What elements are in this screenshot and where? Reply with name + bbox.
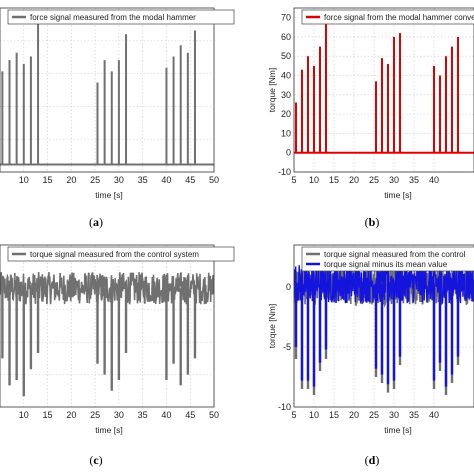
x-tick-label: 10 <box>309 175 319 185</box>
x-tick-label: 40 <box>161 410 171 420</box>
x-tick-label: 35 <box>138 175 148 185</box>
x-tick-label: 45 <box>185 175 195 185</box>
x-tick-label: 30 <box>114 175 124 185</box>
legend-box <box>301 9 474 25</box>
panel-caption: (a) <box>89 215 103 229</box>
y-axis-label: torque [Nm] <box>267 68 277 112</box>
series-1 <box>294 13 474 154</box>
series-group <box>0 272 214 397</box>
panel-a: 10 15 20 25 30 35 40 45 50 time [s] force signal m… <box>0 7 235 229</box>
noise-trace <box>0 272 214 305</box>
legend-label: torque signal minus its mean value <box>324 260 448 269</box>
caption-open: ( <box>89 453 93 467</box>
caption-letter: a <box>93 215 99 229</box>
x-tick-label: 5 <box>291 175 296 185</box>
y-tick-label: 10 <box>281 128 291 138</box>
y-tick-label: 40 <box>281 71 291 81</box>
x-tick-label: 35 <box>138 410 148 420</box>
panel-caption: (b) <box>365 215 380 229</box>
noise-trace <box>294 263 474 306</box>
legend-label: force signal from the modal hammer conve… <box>324 13 474 22</box>
caption-close: ) <box>375 215 379 229</box>
x-tick-label: 25 <box>90 175 100 185</box>
caption-close: ) <box>99 215 103 229</box>
legend-box <box>7 246 235 262</box>
caption-letter: c <box>93 453 99 467</box>
y-tick-label: 20 <box>281 109 291 119</box>
legend-box <box>301 246 474 272</box>
panel-b: 5 10 15 20 25 30 35 40 -10 0 10 20 30 40 50 60 70 time [s… <box>267 7 474 229</box>
y-tick-label: -10 <box>278 167 291 177</box>
x-tick-label: 15 <box>329 410 339 420</box>
x-tick-label: 10 <box>19 175 29 185</box>
x-tick-label: 15 <box>329 175 339 185</box>
x-tick-label: 15 <box>43 410 53 420</box>
x-tick-label: 45 <box>185 410 195 420</box>
x-tick-label: 30 <box>389 410 399 420</box>
caption-letter: d <box>369 453 376 467</box>
plot-area <box>294 8 474 172</box>
legend-label: torque signal measured from the control … <box>30 250 199 259</box>
series-group <box>0 15 214 166</box>
y-tick-label: 0 <box>286 282 291 292</box>
legend-label: force signal measured from the modal ham… <box>30 13 196 22</box>
x-tick-label: 30 <box>389 175 399 185</box>
x-tick-label: 10 <box>19 410 29 420</box>
x-tick-label: 40 <box>161 175 171 185</box>
x-axis-label: time [s] <box>384 425 411 435</box>
caption-open: ( <box>89 215 93 229</box>
x-tick-label: 40 <box>429 410 439 420</box>
y-tick-label: -10 <box>278 402 291 412</box>
y-tick-label: 30 <box>281 90 291 100</box>
panel-d: 5 10 15 20 25 30 35 40 -10 -5 0 time [s] torque [Nm]… <box>267 244 474 467</box>
x-tick-label: 5 <box>291 410 296 420</box>
x-tick-label: 40 <box>429 175 439 185</box>
x-tick-label: 25 <box>369 410 379 420</box>
panel-caption: (c) <box>89 453 102 467</box>
x-tick-label: 50 <box>209 175 219 185</box>
y-axis-label: torque [Nm] <box>267 304 277 348</box>
x-tick-label: 15 <box>43 175 53 185</box>
x-tick-label: 25 <box>90 410 100 420</box>
x-axis-label: time [s] <box>95 425 122 435</box>
caption-close: ) <box>375 453 379 467</box>
plot-area <box>0 245 214 407</box>
plot-area <box>0 8 214 172</box>
legend-box <box>7 9 235 25</box>
x-axis-label: time [s] <box>384 190 411 200</box>
caption-close: ) <box>99 453 103 467</box>
x-tick-label: 20 <box>349 175 359 185</box>
x-tick-label: 35 <box>409 175 419 185</box>
axes-frame <box>0 244 215 408</box>
x-tick-label: 20 <box>66 410 76 420</box>
series-2 <box>294 263 474 387</box>
series-1 <box>0 272 214 397</box>
series-1 <box>0 15 214 166</box>
x-tick-label: 20 <box>349 410 359 420</box>
axes-frame <box>0 7 215 173</box>
panel-c: 10 15 20 25 30 35 40 45 50 time [s] torque signal … <box>0 244 235 467</box>
series-group <box>294 13 474 154</box>
axes-frame <box>293 244 474 408</box>
y-tick-label: 60 <box>281 32 291 42</box>
y-tick-label: 70 <box>281 13 291 23</box>
series-group <box>294 263 474 395</box>
x-tick-label: 30 <box>114 410 124 420</box>
x-tick-label: 25 <box>369 175 379 185</box>
y-tick-label: 50 <box>281 51 291 61</box>
caption-open: ( <box>365 215 369 229</box>
x-axis-label: time [s] <box>95 190 122 200</box>
axes-frame <box>293 7 474 173</box>
x-tick-label: 20 <box>66 175 76 185</box>
x-tick-label: 10 <box>309 410 319 420</box>
caption-open: ( <box>365 453 369 467</box>
y-tick-label: -5 <box>283 342 291 352</box>
x-tick-label: 35 <box>409 410 419 420</box>
caption-letter: b <box>369 215 376 229</box>
legend-label: torque signal measured from the control <box>324 250 466 259</box>
y-tick-label: 0 <box>286 148 291 158</box>
x-tick-label: 50 <box>209 410 219 420</box>
panel-caption: (d) <box>365 453 380 467</box>
